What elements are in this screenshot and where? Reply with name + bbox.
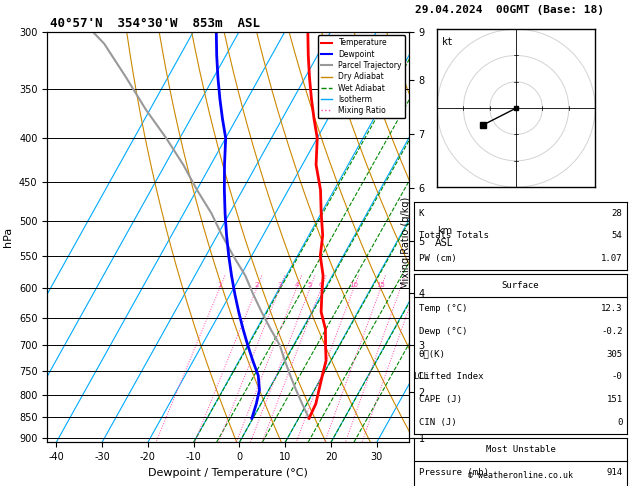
Text: 305: 305 — [606, 349, 623, 359]
Text: 40°57'N  354°30'W  853m  ASL: 40°57'N 354°30'W 853m ASL — [50, 17, 260, 30]
Text: Dewp (°C): Dewp (°C) — [418, 327, 467, 336]
Text: θᴇ(K): θᴇ(K) — [418, 349, 445, 359]
Text: 4: 4 — [294, 282, 299, 288]
Text: Totals Totals: Totals Totals — [418, 231, 488, 241]
Text: 54: 54 — [612, 231, 623, 241]
Text: 914: 914 — [606, 468, 623, 477]
X-axis label: Dewpoint / Temperature (°C): Dewpoint / Temperature (°C) — [148, 468, 308, 478]
Text: PW (cm): PW (cm) — [418, 254, 456, 263]
Text: 10: 10 — [349, 282, 359, 288]
Text: Temp (°C): Temp (°C) — [418, 304, 467, 313]
Text: Lifted Index: Lifted Index — [418, 372, 483, 382]
Text: 1.07: 1.07 — [601, 254, 623, 263]
Text: 151: 151 — [606, 395, 623, 404]
Y-axis label: hPa: hPa — [3, 227, 13, 247]
Text: 12.3: 12.3 — [601, 304, 623, 313]
Text: 5: 5 — [308, 282, 312, 288]
Legend: Temperature, Dewpoint, Parcel Trajectory, Dry Adiabat, Wet Adiabat, Isotherm, Mi: Temperature, Dewpoint, Parcel Trajectory… — [318, 35, 405, 118]
Text: K: K — [418, 208, 424, 218]
Text: 1: 1 — [218, 282, 222, 288]
Y-axis label: km
ASL: km ASL — [435, 226, 454, 248]
Text: kt: kt — [442, 37, 454, 47]
Text: Pressure (mb): Pressure (mb) — [418, 468, 488, 477]
Text: 29.04.2024  00GMT (Base: 18): 29.04.2024 00GMT (Base: 18) — [415, 5, 604, 15]
Text: CAPE (J): CAPE (J) — [418, 395, 462, 404]
Text: 28: 28 — [612, 208, 623, 218]
Text: 2: 2 — [255, 282, 259, 288]
Text: -0: -0 — [612, 372, 623, 382]
Text: Surface: Surface — [502, 281, 539, 290]
Text: 3: 3 — [277, 282, 282, 288]
Text: 6: 6 — [319, 282, 323, 288]
Text: 0: 0 — [617, 418, 623, 427]
Text: Mixing Ratio (g/kg): Mixing Ratio (g/kg) — [401, 197, 411, 289]
Text: -0.2: -0.2 — [601, 327, 623, 336]
Text: © weatheronline.co.uk: © weatheronline.co.uk — [468, 471, 573, 480]
Text: LCL: LCL — [413, 372, 428, 381]
Text: Most Unstable: Most Unstable — [486, 445, 555, 454]
Text: 15: 15 — [376, 282, 385, 288]
Text: CIN (J): CIN (J) — [418, 418, 456, 427]
